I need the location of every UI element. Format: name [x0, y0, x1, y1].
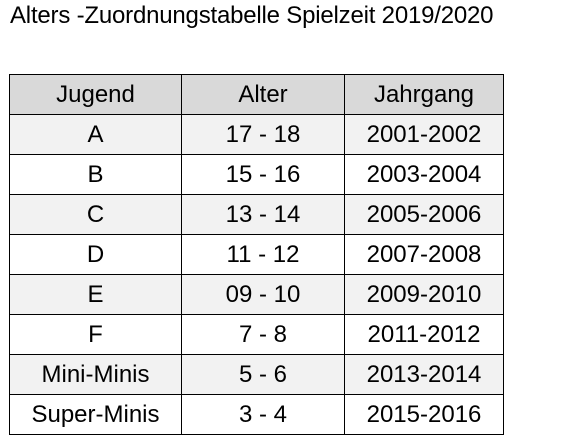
table-row: E 09 - 10 2009-2010	[9, 274, 504, 315]
table-row: A 17 - 18 2001-2002	[9, 114, 504, 155]
table-row: Mini-Minis 5 - 6 2013-2014	[9, 354, 504, 395]
cell-jahrgang: 2007-2008	[344, 234, 504, 275]
cell-jahrgang: 2011-2012	[344, 314, 504, 355]
cell-alter: 09 - 10	[181, 274, 345, 315]
age-assignment-table: Jugend Alter Jahrgang A 17 - 18 2001-200…	[9, 74, 504, 435]
cell-jugend: Super-Minis	[9, 394, 182, 435]
cell-alter: 15 - 16	[181, 154, 345, 195]
column-header-jahrgang: Jahrgang	[344, 74, 504, 115]
cell-jugend: B	[9, 154, 182, 195]
cell-jahrgang: 2005-2006	[344, 194, 504, 235]
cell-jugend: A	[9, 114, 182, 155]
cell-alter: 17 - 18	[181, 114, 345, 155]
cell-jugend: F	[9, 314, 182, 355]
cell-alter: 13 - 14	[181, 194, 345, 235]
cell-alter: 5 - 6	[181, 354, 345, 395]
column-header-jugend: Jugend	[9, 74, 182, 115]
cell-jugend: E	[9, 274, 182, 315]
cell-jahrgang: 2013-2014	[344, 354, 504, 395]
page-title: Alters -Zuordnungstabelle Spielzeit 2019…	[10, 2, 494, 29]
cell-alter: 7 - 8	[181, 314, 345, 355]
table-row: F 7 - 8 2011-2012	[9, 314, 504, 355]
cell-alter: 11 - 12	[181, 234, 345, 275]
table-row: C 13 - 14 2005-2006	[9, 194, 504, 235]
cell-alter: 3 - 4	[181, 394, 345, 435]
cell-jahrgang: 2009-2010	[344, 274, 504, 315]
table-row: D 11 - 12 2007-2008	[9, 234, 504, 275]
header-row: Jugend Alter Jahrgang	[9, 74, 504, 115]
cell-jugend: D	[9, 234, 182, 275]
cell-jugend: Mini-Minis	[9, 354, 182, 395]
table-row: Super-Minis 3 - 4 2015-2016	[9, 394, 504, 435]
table-header: Jugend Alter Jahrgang	[9, 74, 504, 115]
cell-jahrgang: 2001-2002	[344, 114, 504, 155]
table-row: B 15 - 16 2003-2004	[9, 154, 504, 195]
cell-jahrgang: 2015-2016	[344, 394, 504, 435]
table-body: A 17 - 18 2001-2002 B 15 - 16 2003-2004 …	[9, 114, 504, 435]
cell-jahrgang: 2003-2004	[344, 154, 504, 195]
cell-jugend: C	[9, 194, 182, 235]
column-header-alter: Alter	[181, 74, 345, 115]
